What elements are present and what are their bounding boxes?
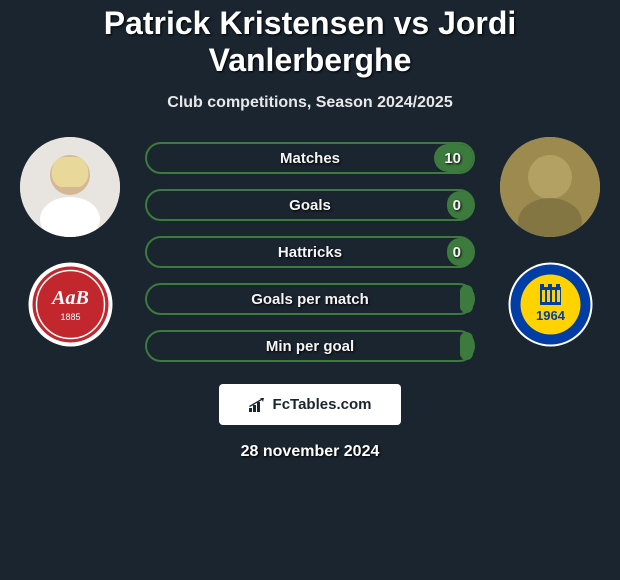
right-column: 1964 bbox=[500, 137, 600, 347]
stat-value: 0 bbox=[453, 197, 461, 214]
branding-badge: FcTables.com bbox=[219, 384, 402, 425]
comparison-panel: AaB 1885 Matches 10 Goals 0 Hattricks 0 bbox=[10, 137, 610, 362]
branding-text: FcTables.com bbox=[273, 396, 372, 413]
club-badge-icon: 1964 bbox=[508, 262, 593, 347]
club-right-badge: 1964 bbox=[508, 262, 593, 347]
stat-fill bbox=[460, 332, 473, 360]
chart-icon bbox=[249, 398, 267, 412]
stat-row-matches: Matches 10 bbox=[145, 142, 475, 174]
player-right-photo bbox=[500, 137, 600, 237]
season-subtitle: Club competitions, Season 2024/2025 bbox=[10, 94, 610, 112]
stat-label: Hattricks bbox=[278, 244, 342, 261]
player-left-photo bbox=[20, 137, 120, 237]
club-left-badge: AaB 1885 bbox=[28, 262, 113, 347]
stat-label: Goals bbox=[289, 197, 331, 214]
svg-text:1964: 1964 bbox=[536, 308, 566, 323]
stat-fill bbox=[460, 285, 473, 313]
svg-text:1885: 1885 bbox=[60, 312, 80, 322]
stat-value: 10 bbox=[444, 150, 461, 167]
stat-row-hattricks: Hattricks 0 bbox=[145, 236, 475, 268]
stat-row-goals: Goals 0 bbox=[145, 189, 475, 221]
comparison-title: Patrick Kristensen vs Jordi Vanlerberghe bbox=[10, 5, 610, 79]
stat-row-min-per-goal: Min per goal bbox=[145, 330, 475, 362]
avatar-placeholder-icon bbox=[20, 137, 120, 237]
stats-column: Matches 10 Goals 0 Hattricks 0 Goals per… bbox=[120, 137, 500, 362]
comparison-date: 28 november 2024 bbox=[10, 443, 610, 461]
stat-label: Goals per match bbox=[251, 291, 369, 308]
stat-label: Matches bbox=[280, 150, 340, 167]
avatar-placeholder-icon bbox=[500, 137, 600, 237]
stat-value: 0 bbox=[453, 244, 461, 261]
stat-row-goals-per-match: Goals per match bbox=[145, 283, 475, 315]
left-column: AaB 1885 bbox=[20, 137, 120, 347]
stat-label: Min per goal bbox=[266, 338, 354, 355]
svg-text:AaB: AaB bbox=[50, 287, 89, 309]
club-badge-icon: AaB 1885 bbox=[28, 262, 113, 347]
